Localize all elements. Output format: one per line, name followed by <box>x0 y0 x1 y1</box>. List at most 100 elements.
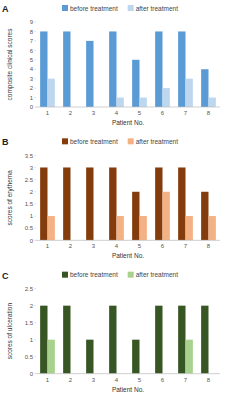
x-tick-label: 3 <box>92 377 96 383</box>
bar <box>48 79 55 107</box>
x-tick-label: 8 <box>207 243 211 249</box>
tick-mark <box>35 31 37 32</box>
bar <box>201 69 208 107</box>
x-axis-line <box>36 107 220 108</box>
x-axis-line <box>36 240 220 241</box>
bar <box>186 340 193 374</box>
tick-mark <box>35 216 37 217</box>
x-tick-label: 8 <box>207 377 211 383</box>
tick-mark <box>35 339 37 340</box>
tick-mark <box>35 40 37 41</box>
x-tick-label: 5 <box>138 377 142 383</box>
x-axis-line <box>36 373 220 374</box>
x-tick-label: 2 <box>69 377 73 383</box>
bar <box>63 167 70 240</box>
tick-mark <box>35 107 37 108</box>
bar <box>140 216 147 240</box>
bar <box>186 216 193 240</box>
bar <box>155 31 162 107</box>
bar <box>109 167 116 240</box>
y-tick-label: 3.5 <box>25 153 34 159</box>
legend-swatch <box>128 5 134 11</box>
x-tick-label: 5 <box>138 243 142 249</box>
bar <box>86 167 93 240</box>
x-tick-label: 1 <box>46 110 50 116</box>
y-tick-label: 6 <box>30 48 34 54</box>
panel: Bbefore treatmentafter treatmentscores o… <box>2 137 220 259</box>
tick-mark <box>35 203 37 204</box>
y-tick-label: 0 <box>30 104 34 110</box>
x-tick-label: 1 <box>46 243 50 249</box>
y-tick-label: 8 <box>30 29 34 35</box>
tick-mark <box>35 97 37 98</box>
bar <box>117 216 124 240</box>
x-tick-label: 7 <box>184 243 188 249</box>
bar <box>201 306 208 374</box>
tick-mark <box>35 356 37 357</box>
tick-mark <box>35 322 37 323</box>
x-tick-label: 4 <box>115 243 119 249</box>
y-tick-label: 7 <box>30 38 34 44</box>
tick-mark <box>35 155 37 156</box>
y-tick-label: 1 <box>30 213 34 219</box>
x-tick-label: 3 <box>92 243 96 249</box>
legend-label: before treatment <box>70 271 118 278</box>
x-tick-label: 4 <box>115 110 119 116</box>
legend-swatch <box>62 5 68 11</box>
tick-mark <box>35 59 37 60</box>
bar <box>40 306 47 374</box>
y-axis-label: composite clinical scores <box>6 28 14 101</box>
bar <box>209 98 216 107</box>
y-tick-label: 2 <box>30 189 34 195</box>
legend-label: after treatment <box>136 5 178 12</box>
tick-mark <box>35 179 37 180</box>
bar <box>163 88 170 107</box>
panel-label: B <box>2 137 9 147</box>
x-axis-label: Patient No. <box>112 119 144 126</box>
bar <box>63 31 70 107</box>
panel: Cbefore treatmentafter treatmentscores o… <box>2 271 220 393</box>
y-tick-label: 3 <box>30 165 34 171</box>
figure: Abefore treatmentafter treatmentcomposit… <box>0 0 225 400</box>
legend-label: after treatment <box>136 271 178 278</box>
y-tick-label: 1.5 <box>25 201 34 207</box>
y-tick-label: 0 <box>30 238 34 244</box>
x-tick-label: 7 <box>184 110 188 116</box>
y-tick-label: 3 <box>30 76 34 82</box>
bar <box>117 98 124 107</box>
bar <box>178 167 185 240</box>
x-tick-label: 3 <box>92 110 96 116</box>
x-tick-label: 2 <box>69 110 73 116</box>
bar <box>155 167 162 240</box>
y-axis-label: scores of erythema <box>6 170 14 226</box>
bar <box>40 167 47 240</box>
bar <box>132 340 139 374</box>
tick-mark <box>35 88 37 89</box>
bar <box>109 306 116 374</box>
x-tick-label: 5 <box>138 110 142 116</box>
bar <box>40 31 47 107</box>
bar <box>86 340 93 374</box>
bar <box>48 216 55 240</box>
tick-mark <box>35 373 37 374</box>
legend-swatch <box>62 138 68 144</box>
bar <box>132 60 139 107</box>
tick-mark <box>35 288 37 289</box>
legend-swatch <box>128 138 134 144</box>
bar <box>109 31 116 107</box>
tick-mark <box>35 240 37 241</box>
tick-mark <box>35 78 37 79</box>
y-axis-label: scores of ulceration <box>6 303 13 360</box>
y-tick-label: 5 <box>30 57 34 63</box>
y-tick-label: 4 <box>30 66 34 72</box>
legend-swatch <box>128 272 134 278</box>
tick-mark <box>35 228 37 229</box>
bar <box>140 98 147 107</box>
bar <box>48 340 55 374</box>
legend-swatch <box>62 272 68 278</box>
x-tick-label: 1 <box>46 377 50 383</box>
y-tick-label: 1.5 <box>25 320 34 326</box>
y-tick-label: 2 <box>30 85 34 91</box>
bar <box>86 41 93 107</box>
x-tick-label: 6 <box>161 110 165 116</box>
